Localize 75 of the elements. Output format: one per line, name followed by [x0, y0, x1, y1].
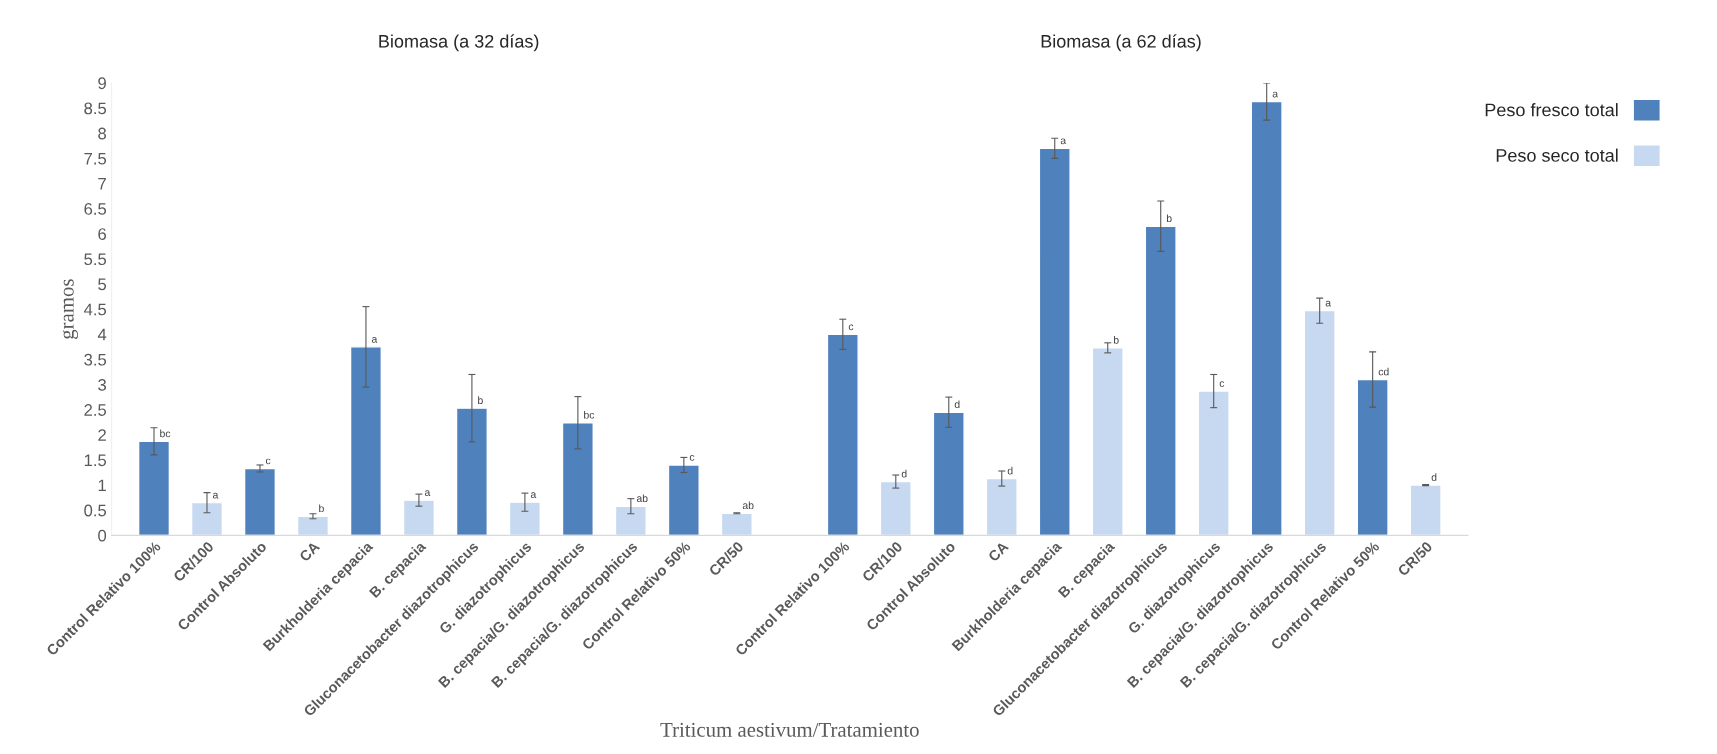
bar	[1303, 309, 1336, 536]
bar	[508, 501, 541, 536]
legend-label: Peso seco total	[1496, 148, 1618, 162]
data-label: d	[1431, 473, 1437, 481]
y-tick-label: 2.5	[84, 404, 107, 416]
bar	[985, 477, 1018, 536]
y-tick-label: 0.5	[84, 504, 107, 517]
y-tick-label: 9	[98, 77, 106, 90]
y-tick-label: 3.5	[84, 353, 107, 366]
data-label: a	[212, 492, 219, 499]
bar	[614, 505, 647, 536]
bar	[826, 333, 859, 536]
x-tick-label: CA	[298, 540, 321, 563]
y-tick-label: 2	[98, 429, 106, 441]
data-label: bc	[160, 429, 171, 438]
data-label: ab	[636, 494, 648, 503]
data-label: a	[424, 490, 431, 497]
data-label: b	[1113, 336, 1119, 344]
data-label: a	[1060, 138, 1067, 145]
bar	[879, 480, 912, 536]
bar	[1409, 484, 1442, 536]
bar	[349, 346, 382, 536]
data-label: a	[530, 492, 537, 499]
y-tick-label: 5	[98, 278, 107, 291]
bar	[932, 411, 965, 536]
bar	[720, 512, 753, 536]
bar	[1197, 390, 1230, 536]
bar	[1356, 378, 1389, 536]
y-tick-label: 5.5	[84, 253, 107, 266]
data-label: cd	[1378, 367, 1389, 376]
text: Biomasa (a 62 días)	[1041, 34, 1201, 52]
y-tick-label: 1.5	[84, 454, 107, 467]
bar	[1091, 347, 1124, 536]
data-label: b	[319, 504, 324, 513]
y-tick-label: 4.5	[83, 303, 107, 316]
bar	[1250, 100, 1283, 536]
data-label: b	[1166, 214, 1172, 223]
bar	[243, 467, 277, 536]
data-label: d	[1007, 466, 1013, 475]
data-label: c	[265, 458, 271, 465]
y-tick-label: 4	[97, 328, 107, 341]
legend-label: Peso fresco total	[1485, 103, 1618, 117]
y-axis-title: gramos	[62, 279, 79, 339]
x-tick-label: CA	[987, 540, 1010, 563]
data-label: c	[1219, 381, 1225, 387]
y-tick-label: 0	[98, 529, 107, 542]
bar	[667, 464, 700, 536]
bar	[1038, 147, 1071, 536]
data-label: a	[1325, 300, 1332, 307]
data-label: a	[371, 336, 378, 343]
bar	[402, 499, 435, 536]
text: Biomasa (a 32 días)	[379, 34, 539, 52]
y-tick-label: 3	[98, 378, 107, 391]
y-tick-label: 7.5	[84, 152, 107, 165]
data-label: a	[1272, 91, 1279, 98]
bar	[190, 501, 224, 536]
y-tick-label: 8.5	[84, 102, 107, 115]
bar	[296, 515, 330, 536]
bar	[455, 407, 488, 536]
data-label: d	[954, 400, 960, 409]
bar	[137, 440, 171, 536]
data-label: b	[478, 396, 483, 405]
bar	[561, 422, 594, 536]
data-label: c	[848, 324, 854, 331]
y-tick-label: 6.5	[84, 203, 107, 215]
data-label: c	[689, 455, 695, 461]
data-label: bc	[584, 410, 595, 419]
y-tick-label: 1	[98, 479, 106, 492]
x-axis-title: Triticum aestivum/Tratamiento	[660, 722, 919, 737]
y-tick-label: 8	[98, 127, 107, 140]
y-tick-label: 6	[98, 228, 107, 240]
data-label: ab	[742, 501, 754, 510]
y-tick-label: 7	[98, 178, 106, 190]
data-label: d	[901, 469, 907, 478]
bar	[1144, 225, 1177, 536]
